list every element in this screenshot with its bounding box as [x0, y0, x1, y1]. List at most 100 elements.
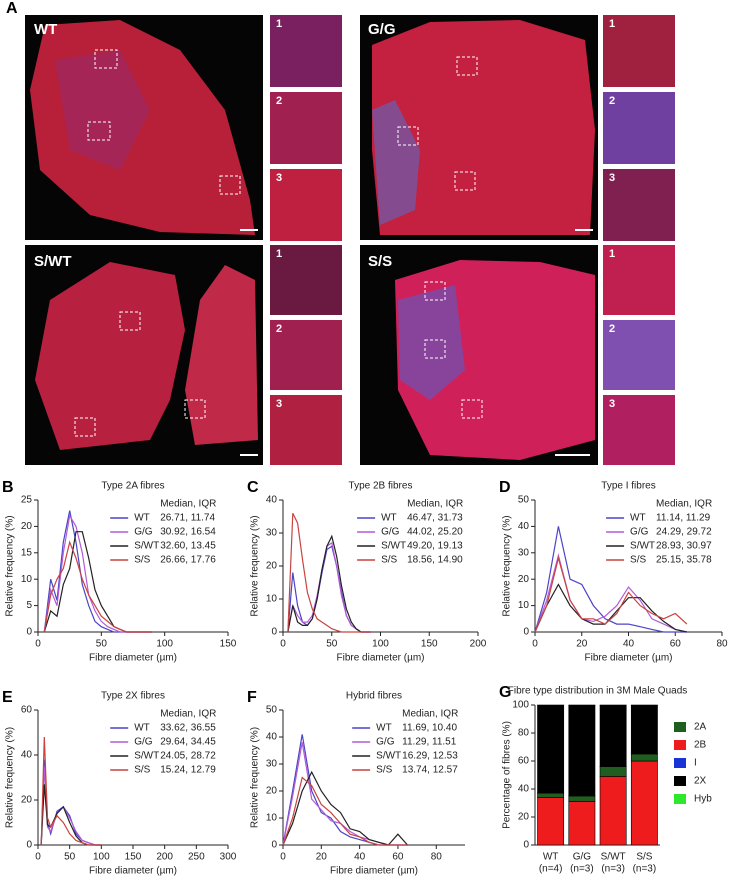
- micrograph: S/WT: [25, 245, 263, 465]
- legend-label: WT: [376, 723, 392, 734]
- legend-label: Hyb: [694, 794, 712, 805]
- x-tick-label: 0: [35, 852, 41, 863]
- roi: [219, 175, 241, 195]
- chart-title: Type 2B fibres: [349, 481, 413, 492]
- y-axis-label: Relative frequency (%): [5, 515, 16, 616]
- x-tick-label: 50: [64, 852, 76, 863]
- tissue: [185, 265, 258, 445]
- y-tick-label: 0: [523, 627, 529, 638]
- x-tick-label: 50: [96, 639, 108, 650]
- tissue: [398, 285, 465, 400]
- x-tick-label: 40: [623, 639, 635, 650]
- bar-segment: [568, 795, 596, 802]
- inset-number: 3: [276, 172, 282, 184]
- bar-segment: [537, 792, 565, 798]
- y-tick-label: 40: [21, 750, 33, 761]
- micrograph: WT: [25, 15, 263, 240]
- inset: [270, 15, 342, 87]
- series-line: [287, 534, 371, 633]
- x-tick-label: 0: [280, 639, 286, 650]
- x-tick-label: 50: [326, 639, 338, 650]
- x-tick-label: 150: [220, 639, 237, 650]
- y-tick-label: 50: [266, 705, 278, 716]
- legend-header: Median, IQR: [402, 709, 458, 720]
- y-tick-label: 30: [266, 528, 278, 539]
- micrograph: S/S: [360, 245, 598, 465]
- y-axis-label: Relative frequency (%): [5, 727, 16, 828]
- legend-stats: 11.69, 10.40: [402, 723, 457, 734]
- micrograph: G/G: [360, 15, 598, 240]
- legend-stats: 11.29, 11.51: [402, 737, 457, 748]
- x-tick-label: 0: [35, 639, 41, 650]
- legend-header: Median, IQR: [656, 499, 712, 510]
- y-axis-label: Percentage of fibres (%): [502, 721, 513, 829]
- legend-label: 2A: [694, 722, 707, 733]
- y-tick-label: 0: [523, 840, 529, 851]
- y-tick-label: 20: [266, 561, 278, 572]
- legend-stats: 49.20, 19.13: [407, 541, 463, 552]
- series-line: [287, 512, 371, 633]
- y-tick-label: 40: [518, 784, 530, 795]
- x-tick-label: 0: [280, 852, 286, 863]
- legend-label: S/WT: [134, 541, 159, 552]
- legend-label: 2B: [694, 740, 707, 751]
- y-tick-label: 0: [271, 627, 277, 638]
- inset-number: 2: [609, 95, 615, 107]
- legend-stats: 24.29, 29.72: [656, 527, 712, 538]
- series-line: [287, 541, 371, 633]
- inset: [270, 169, 342, 241]
- image-label: G/G: [368, 21, 396, 38]
- roi: [184, 399, 206, 419]
- panel-letter: C: [247, 479, 259, 496]
- bar-segment: [568, 705, 596, 797]
- x-tick-label: 20: [576, 639, 588, 650]
- bar-segment: [630, 705, 658, 755]
- y-tick-label: 0: [271, 840, 277, 851]
- x-axis-label: Fibre diameter (µm): [89, 653, 177, 664]
- inset-number: 2: [276, 95, 282, 107]
- bar-segment: [599, 766, 627, 777]
- bar-segment: [568, 801, 596, 846]
- x-tick-label: WT: [543, 852, 559, 863]
- inset-number: 1: [609, 18, 615, 30]
- legend-label: G/G: [381, 527, 400, 538]
- roi: [74, 417, 96, 437]
- y-tick-label: 80: [518, 728, 530, 739]
- x-tick-label: 200: [156, 852, 173, 863]
- legend-swatch: [674, 758, 686, 768]
- panel-letter: A: [6, 0, 18, 17]
- inset-number: 3: [609, 172, 615, 184]
- y-tick-label: 10: [266, 594, 278, 605]
- inset: [270, 395, 342, 465]
- y-tick-label: 10: [518, 600, 530, 611]
- chart-title: Type I fibres: [601, 481, 655, 492]
- x-tick-label: 300: [220, 852, 237, 863]
- x-tick-label: 150: [421, 639, 438, 650]
- y-tick-label: 40: [518, 521, 530, 532]
- series-line: [534, 526, 687, 633]
- x-tick-label: 80: [431, 852, 443, 863]
- x-tick-label: 100: [156, 639, 173, 650]
- legend-stats: 15.24, 12.79: [160, 765, 216, 776]
- tissue: [55, 50, 150, 170]
- y-tick-label: 10: [266, 813, 278, 824]
- x-axis-label: Fibre diameter (µm): [337, 653, 425, 664]
- legend-label: G/G: [376, 737, 395, 748]
- legend-label: S/S: [376, 765, 392, 776]
- legend-stats: 28.93, 30.97: [656, 541, 712, 552]
- legend-header: Median, IQR: [407, 499, 463, 510]
- legend-label: S/S: [134, 555, 150, 566]
- legend-stats: 13.74, 12.57: [402, 765, 458, 776]
- y-axis-label: Relative frequency (%): [502, 515, 513, 616]
- x-tick-label: 0: [532, 639, 538, 650]
- legend-stats: 30.92, 16.54: [160, 527, 216, 538]
- y-tick-label: 30: [266, 759, 278, 770]
- inset: [603, 320, 675, 390]
- series-line: [534, 553, 688, 633]
- series-line: [40, 736, 102, 846]
- inset-number: 1: [276, 248, 282, 260]
- legend-stats: 46.47, 31.73: [407, 513, 463, 524]
- inset-column: 1 2 3: [603, 245, 675, 465]
- tissue: [35, 262, 185, 450]
- roi: [454, 171, 476, 191]
